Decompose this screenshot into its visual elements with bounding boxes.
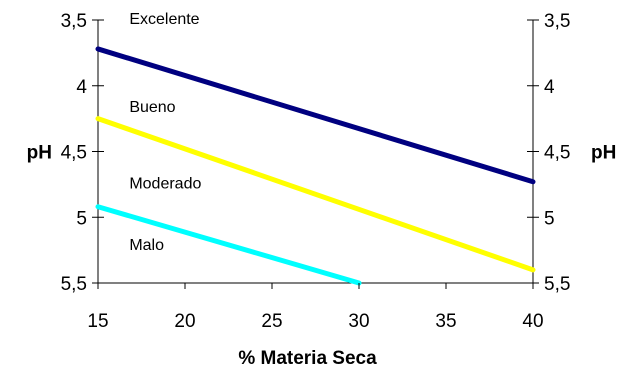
x-tick-label: 35 [435,311,456,332]
y-tick-label-right: 4,5 [544,143,570,164]
y-tick-label-left: 5,5 [61,274,87,295]
series-line-2 [95,116,536,273]
zone-label: Excelente [129,11,199,28]
series-line-1 [95,46,536,185]
y-tick-label-right: 5,5 [544,274,570,295]
y-tick-label-right: 5 [544,208,555,229]
x-tick-label: 40 [522,311,543,332]
zone-label: Bueno [129,99,175,116]
y-tick-label-left: 4,5 [61,143,87,164]
y-tick-label-left: 3,5 [61,11,87,32]
y-axis-title-left: pH [27,143,52,164]
x-tick-label: 20 [174,311,195,332]
y-tick-label-right: 4 [544,77,555,98]
y-tick-label-right: 3,5 [544,11,570,32]
annotations-layer: Excelente Bueno Moderado Malo [129,11,201,254]
y-tick-label-left: 4 [76,77,87,98]
x-tick-label: 25 [261,311,282,332]
y-tick-label-left: 5 [76,208,87,229]
x-tick-label: 15 [87,311,108,332]
y-axis-title-right: pH [591,143,616,164]
zone-label: Moderado [129,175,201,192]
x-tick-label: 30 [348,311,369,332]
x-axis-title: % Materia Seca [238,348,377,369]
series-layer [95,46,536,286]
ticks-layer: 3,5 3,54 44,5 4,55 55,5 5,515 20 25 30 35 40 [61,11,571,332]
zone-label: Malo [129,237,164,254]
series-line-3 [95,204,362,286]
